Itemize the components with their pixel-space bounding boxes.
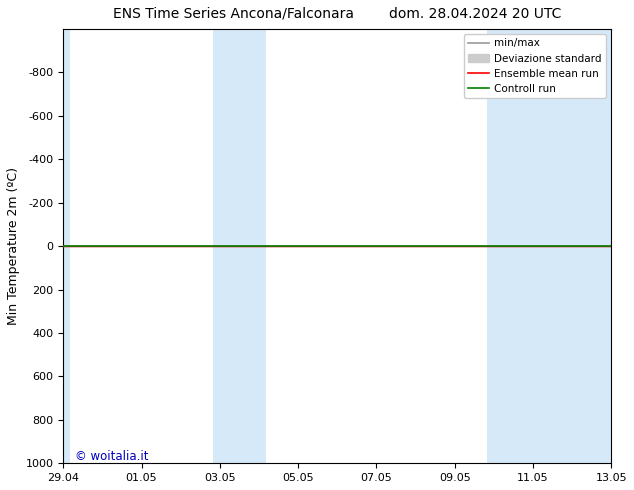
Bar xyxy=(213,29,266,464)
Text: © woitalia.it: © woitalia.it xyxy=(75,450,148,464)
Bar xyxy=(487,29,611,464)
Bar xyxy=(63,29,70,464)
Title: ENS Time Series Ancona/Falconara        dom. 28.04.2024 20 UTC: ENS Time Series Ancona/Falconara dom. 28… xyxy=(113,7,562,21)
Legend: min/max, Deviazione standard, Ensemble mean run, Controll run: min/max, Deviazione standard, Ensemble m… xyxy=(464,34,606,98)
Y-axis label: Min Temperature 2m (ºC): Min Temperature 2m (ºC) xyxy=(7,167,20,325)
